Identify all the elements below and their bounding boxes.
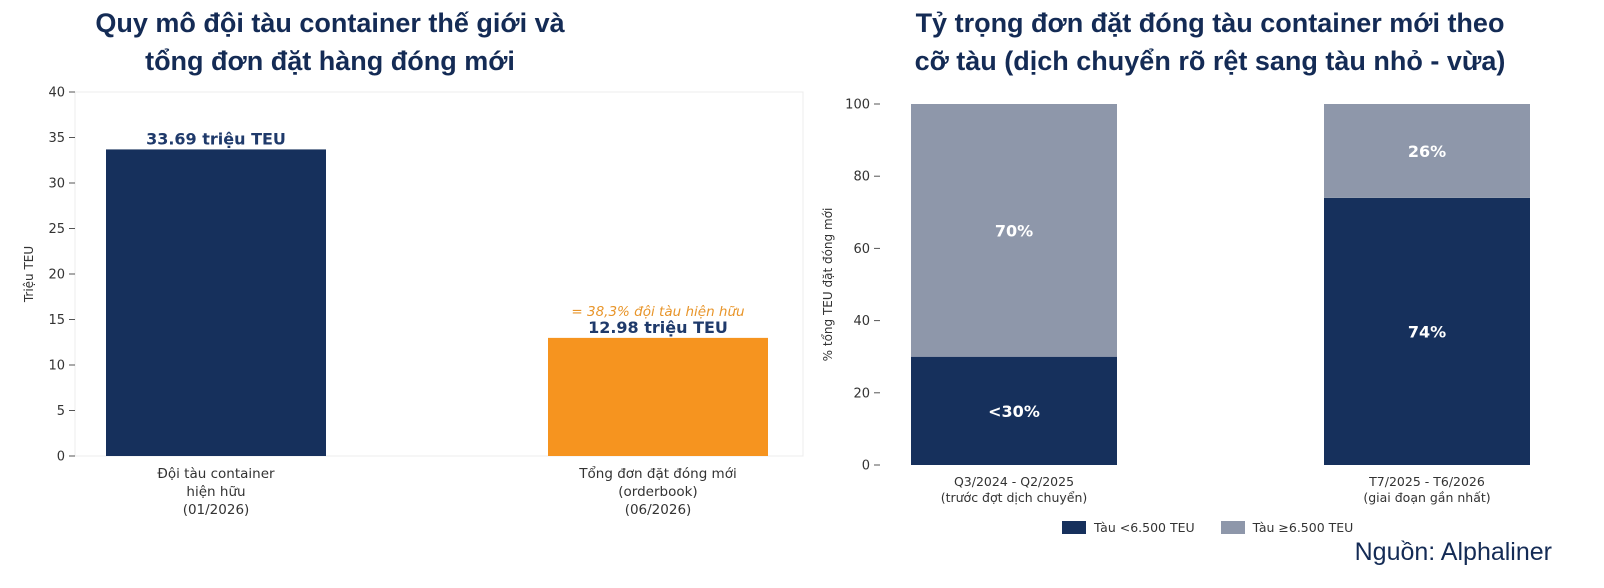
left-annotation: = 38,3% đội tàu hiện hữu: [571, 304, 744, 320]
right-category-label-1-1: (giai đoạn gần nhất): [1363, 490, 1490, 505]
right-category-label-1-0: T7/2025 - T6/2026: [1368, 474, 1485, 489]
left-ytick-label-0: 0: [57, 450, 65, 465]
right-category-label-0-0: Q3/2024 - Q2/2025: [954, 474, 1074, 489]
right-ytick-label-1: 20: [853, 386, 870, 401]
left-category-label-1-1: (orderbook): [618, 484, 697, 500]
right-ytick-label-3: 60: [853, 242, 870, 257]
right-title-line-2: cỡ tàu (dịch chuyển rõ rệt sang tàu nhỏ …: [914, 46, 1506, 76]
left-category-label-1-2: (06/2026): [625, 502, 692, 518]
right-segment-label-0-1: 70%: [995, 221, 1033, 240]
right-title-line-1: Tỷ trọng đơn đặt đóng tàu container mới …: [915, 8, 1505, 38]
left-bar-0: [106, 149, 326, 456]
left-ytick-label-6: 30: [48, 177, 65, 192]
left-category-label-0-1: hiện hữu: [186, 484, 245, 500]
right-chart-title: Tỷ trọng đơn đặt đóng tàu container mới …: [860, 4, 1560, 80]
right-chart-legend: Tàu <6.500 TEU Tàu ≥6.500 TEU: [1062, 520, 1353, 535]
right-segment-label-1-0: 74%: [1408, 322, 1446, 341]
right-ytick-label-0: 0: [862, 459, 870, 474]
right-ytick-label-4: 80: [853, 170, 870, 185]
right-bar-0-segment-0: [911, 356, 1117, 465]
legend-label-large: Tàu ≥6.500 TEU: [1252, 520, 1354, 535]
left-ytick-label-7: 35: [48, 131, 65, 146]
left-ytick-label-2: 10: [48, 359, 65, 374]
left-category-label-1-0: Tổng đơn đặt đóng mới: [578, 465, 736, 482]
left-title-line-1: Quy mô đội tàu container thế giới và: [95, 8, 565, 38]
right-stacked-bar-chart: 0 20 40 60 80 100 % tổng TEU đặt đóng mới <30% 7…: [821, 98, 1530, 505]
right-chart-panel: Tỷ trọng đơn đặt đóng tàu container mới …: [820, 0, 1604, 588]
left-bar-chart: 0 5 10 15 20 25 30 35 40 Triệu TEU 33.69 triệu TEU…: [22, 86, 804, 518]
right-segment-label-1-1: 26%: [1408, 142, 1446, 161]
right-ytick-label-2: 40: [853, 314, 870, 329]
left-ytick-label-5: 25: [48, 222, 65, 237]
left-chart-title: Quy mô đội tàu container thế giới và tổn…: [20, 4, 640, 80]
left-ytick-label-3: 15: [48, 313, 65, 328]
left-y-axis-label: Triệu TEU: [22, 246, 36, 303]
left-bar-1: [548, 337, 768, 456]
left-category-label-0-0: Đội tàu container: [157, 466, 275, 482]
left-bar-value-label-0: 33.69 triệu TEU: [146, 129, 286, 148]
legend-item-small-ships: Tàu <6.500 TEU: [1062, 520, 1195, 535]
right-bar-1-segment-1: [1324, 104, 1530, 198]
left-category-label-0-2: (01/2026): [183, 502, 250, 518]
right-bar-0-segment-1: [911, 104, 1117, 357]
left-ytick-label-4: 20: [48, 268, 65, 283]
legend-swatch-small: [1062, 521, 1086, 534]
right-category-label-0-1: (trước đợt dịch chuyển): [941, 490, 1088, 505]
legend-swatch-large: [1220, 521, 1245, 534]
legend-label-small: Tàu <6.500 TEU: [1094, 520, 1195, 535]
left-bar-value-label-1: 12.98 triệu TEU: [588, 318, 728, 337]
left-ytick-label-1: 5: [57, 404, 65, 419]
right-y-axis-label: % tổng TEU đặt đóng mới: [821, 208, 835, 362]
right-ytick-label-5: 100: [845, 98, 870, 113]
legend-item-large-ships: Tàu ≥6.500 TEU: [1220, 520, 1354, 535]
source-note: Nguồn: Alphaliner: [1354, 538, 1552, 566]
left-chart-panel: Quy mô đội tàu container thế giới và tổn…: [20, 4, 804, 518]
left-ytick-label-8: 40: [48, 86, 65, 101]
left-title-line-2: tổng đơn đặt hàng đóng mới: [145, 46, 515, 76]
right-bar-1-segment-0: [1324, 197, 1530, 466]
right-segment-label-0-0: <30%: [988, 402, 1040, 421]
